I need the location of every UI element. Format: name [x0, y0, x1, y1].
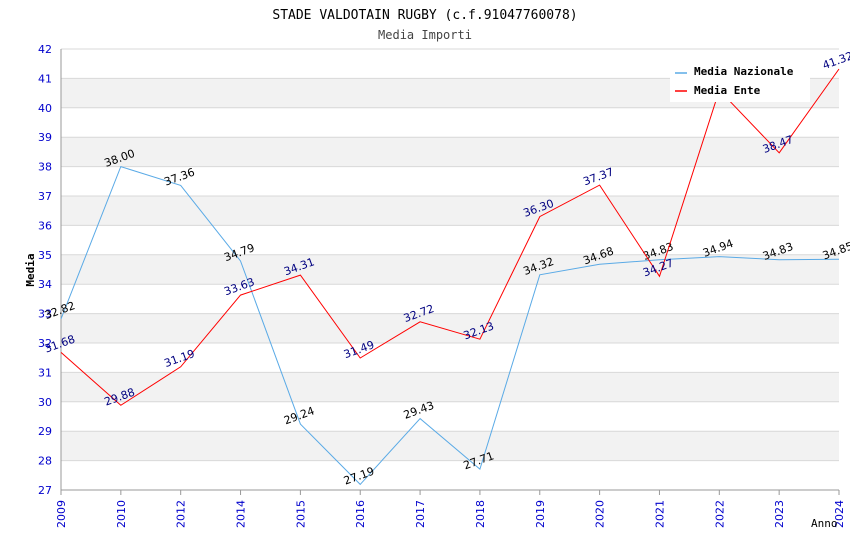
- grid-band: [61, 254, 839, 285]
- x-tick-label: 2023: [773, 500, 786, 528]
- data-point: [359, 356, 362, 359]
- chart-title: STADE VALDOTAIN RUGBY (c.f.91047760078): [272, 8, 577, 23]
- grid-band: [61, 431, 839, 461]
- data-point: [359, 483, 362, 486]
- y-tick-label: 27: [38, 484, 52, 497]
- data-point: [119, 165, 122, 168]
- x-tick-label: 2022: [713, 500, 726, 528]
- y-tick-label: 42: [38, 43, 52, 56]
- grid-band: [61, 196, 839, 226]
- legend-label-ente: Media Ente: [694, 84, 761, 97]
- legend-label-nazionale: Media Nazionale: [694, 65, 794, 78]
- x-tick-label: 2012: [175, 500, 188, 528]
- y-tick-label: 35: [38, 249, 52, 262]
- series-line-nazionale: [60, 165, 840, 486]
- legend: Media Nazionale Media Ente: [670, 60, 810, 102]
- data-point: [478, 338, 481, 341]
- y-tick-label: 30: [38, 396, 52, 409]
- y-tick-label: 36: [38, 219, 52, 232]
- data-point: [538, 273, 541, 276]
- x-tick-label: 2020: [594, 500, 607, 528]
- y-tick-label: 31: [38, 366, 52, 379]
- y-tick-label: 41: [38, 72, 52, 85]
- x-axis-ticks: 2009 2010 2012 2014 2015 2016 2017 2018 2019 2020…: [55, 490, 846, 528]
- data-point: [478, 468, 481, 471]
- y-tick-label: 37: [38, 190, 52, 203]
- y-tick-label: 34: [38, 278, 52, 291]
- x-tick-label: 2021: [653, 500, 666, 528]
- data-point: [60, 317, 63, 320]
- data-point: [778, 258, 781, 261]
- y-axis-ticks: 27 28 29 30 31 32 33 34 35 36 37 38 39 40 41 42: [38, 43, 52, 497]
- data-point: [778, 151, 781, 154]
- data-point: [179, 365, 182, 368]
- grid: [61, 48, 839, 491]
- data-point: [838, 67, 841, 70]
- x-tick-label: 2024: [833, 500, 846, 528]
- grid-band: [61, 137, 839, 167]
- y-tick-label: 29: [38, 425, 52, 438]
- y-tick-label: 40: [38, 102, 52, 115]
- series-line-ente: [60, 68, 840, 406]
- x-tick-label: 2015: [294, 500, 307, 528]
- data-point: [598, 184, 601, 187]
- data-point: [239, 294, 242, 297]
- data-point: [179, 184, 182, 187]
- data-point: [838, 258, 841, 261]
- x-tick-label: 2019: [534, 500, 547, 528]
- x-tick-label: 2014: [235, 500, 248, 528]
- data-point: [718, 255, 721, 258]
- data-point: [419, 417, 422, 420]
- data-point: [538, 215, 541, 218]
- x-tick-label: 2009: [55, 500, 68, 528]
- legend-box: [670, 60, 810, 102]
- chart-subtitle: Media Importi: [378, 28, 472, 42]
- plot-background: [61, 78, 839, 461]
- y-tick-label: 33: [38, 308, 52, 321]
- x-tick-label: 2016: [354, 500, 367, 528]
- data-point: [60, 351, 63, 354]
- x-tick-label: 2017: [414, 500, 427, 528]
- data-point: [419, 320, 422, 323]
- y-tick-label: 38: [38, 161, 52, 174]
- y-tick-label: 32: [38, 337, 52, 350]
- data-point: [658, 275, 661, 278]
- grid-band: [61, 313, 839, 343]
- y-tick-label: 28: [38, 455, 52, 468]
- data-point: [299, 274, 302, 277]
- y-axis-label: Media: [24, 253, 37, 286]
- data-point: [299, 423, 302, 426]
- data-label: 41.32: [821, 49, 850, 72]
- data-point: [119, 404, 122, 407]
- axes: [60, 49, 839, 491]
- x-tick-label: 2018: [474, 500, 487, 528]
- x-axis-label: Anno: [811, 517, 838, 530]
- data-point: [239, 259, 242, 262]
- x-tick-label: 2010: [115, 500, 128, 528]
- grid-band: [61, 372, 839, 402]
- data-point: [598, 263, 601, 266]
- y-tick-label: 39: [38, 131, 52, 144]
